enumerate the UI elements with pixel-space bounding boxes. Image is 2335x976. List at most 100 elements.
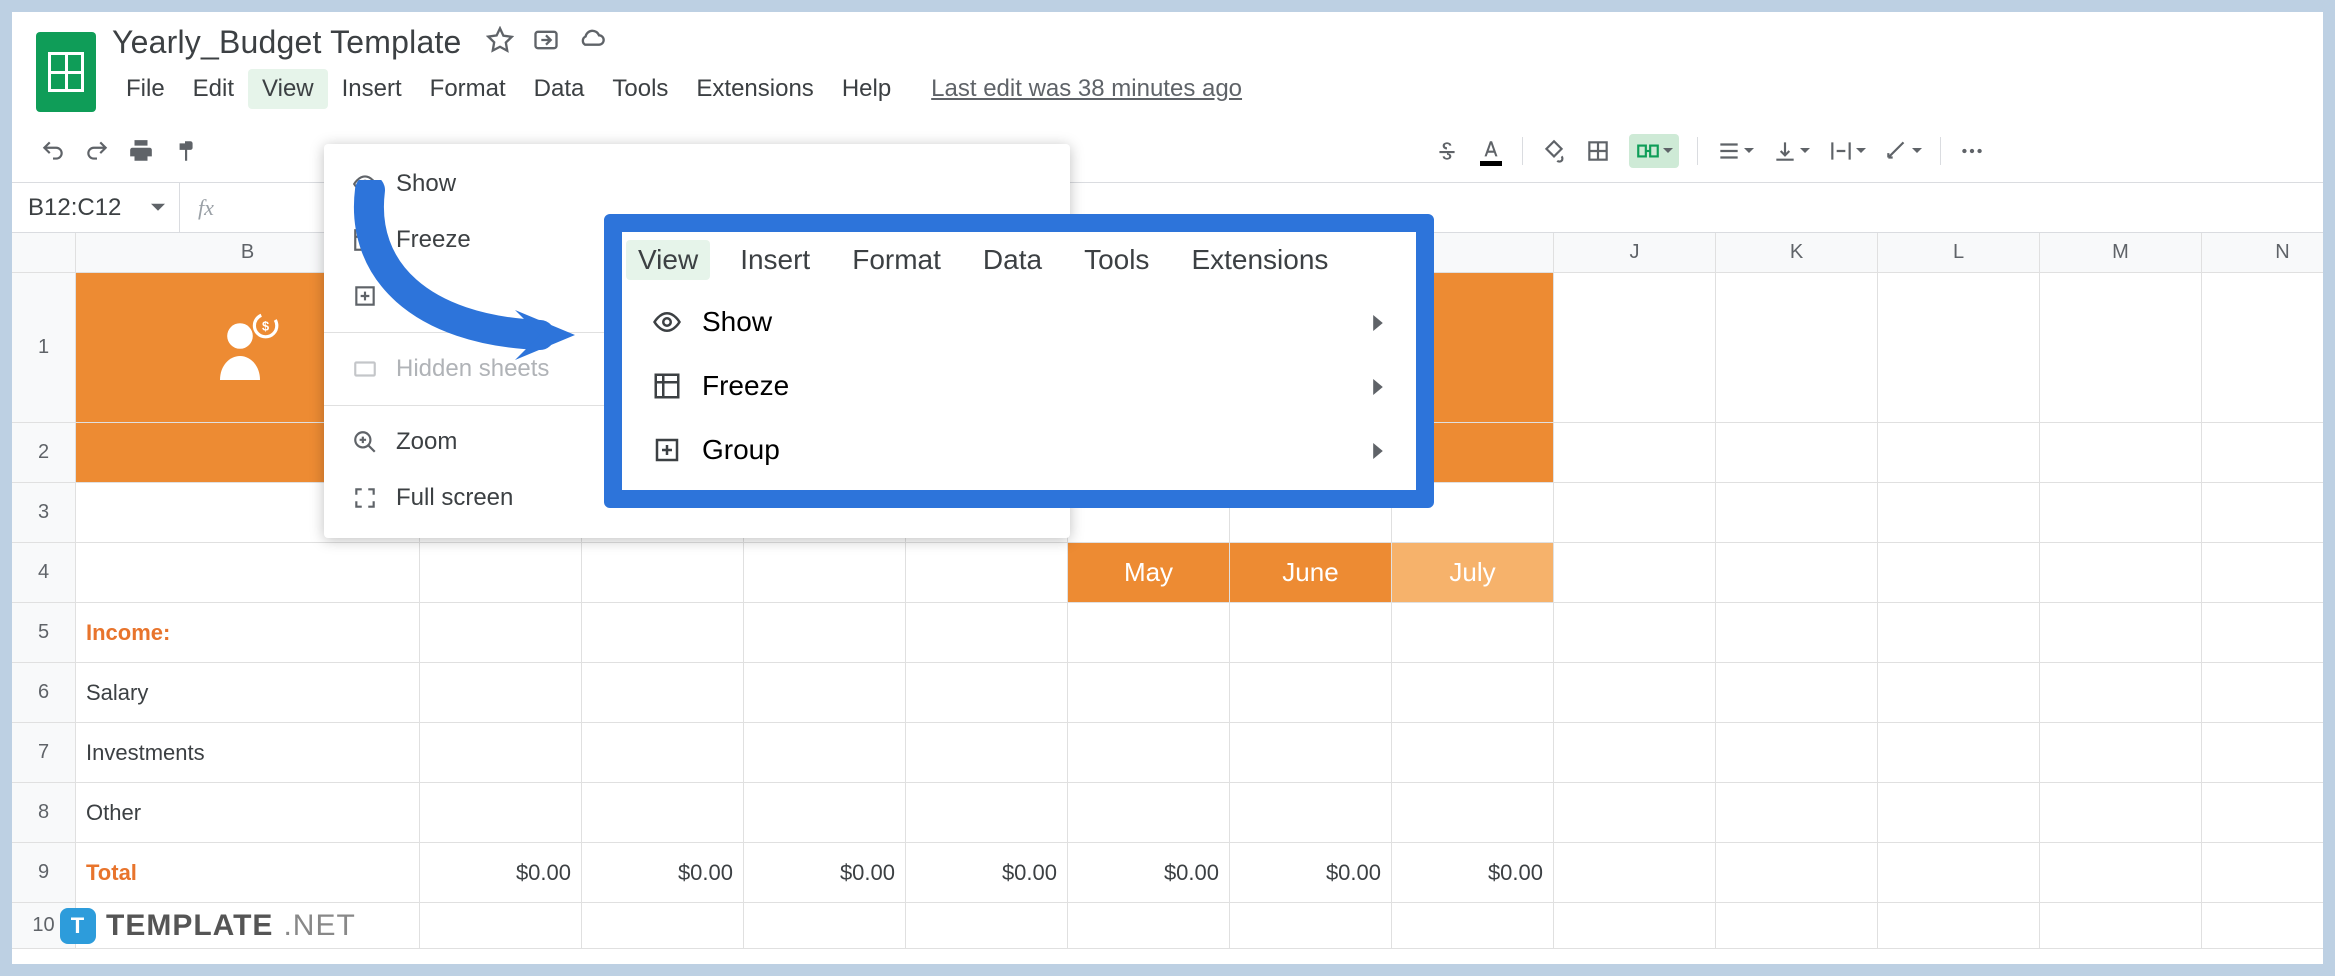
cell-july[interactable]: July (1392, 543, 1554, 603)
cell[interactable] (906, 783, 1068, 843)
cell[interactable] (1716, 603, 1878, 663)
cell[interactable] (1716, 543, 1878, 603)
cell[interactable] (1554, 723, 1716, 783)
cell[interactable] (2040, 543, 2202, 603)
cell[interactable] (2202, 783, 2323, 843)
cell-total-g[interactable]: $0.00 (1068, 843, 1230, 903)
cell-total-i[interactable]: $0.00 (1392, 843, 1554, 903)
callout-menu-data[interactable]: Data (971, 240, 1054, 280)
cell[interactable] (1554, 903, 1716, 949)
cell[interactable] (2040, 783, 2202, 843)
cell[interactable] (2202, 903, 2323, 949)
row-head-6[interactable]: 6 (12, 663, 76, 723)
cell[interactable] (1716, 723, 1878, 783)
cell[interactable] (1068, 603, 1230, 663)
cell[interactable] (582, 543, 744, 603)
cell[interactable] (2040, 723, 2202, 783)
cell-j1[interactable] (1554, 273, 1716, 423)
callout-menu-format[interactable]: Format (840, 240, 953, 280)
cell-june[interactable]: June (1230, 543, 1392, 603)
cell[interactable] (2040, 843, 2202, 903)
cell[interactable] (1878, 603, 2040, 663)
menu-tools[interactable]: Tools (598, 69, 682, 109)
sheets-logo[interactable] (36, 32, 96, 112)
col-head-m[interactable]: M (2040, 233, 2202, 273)
cell[interactable] (1716, 783, 1878, 843)
redo-button[interactable] (84, 138, 110, 164)
cell[interactable] (1716, 903, 1878, 949)
cell[interactable] (1878, 783, 2040, 843)
cell-n1[interactable] (2202, 273, 2323, 423)
cell[interactable] (2040, 483, 2202, 543)
cell-total-h[interactable]: $0.00 (1230, 843, 1392, 903)
cell[interactable] (582, 783, 744, 843)
more-button[interactable] (1959, 138, 1985, 164)
cell[interactable] (744, 603, 906, 663)
cell[interactable] (420, 543, 582, 603)
col-head-n[interactable]: N (2202, 233, 2323, 273)
menu-format[interactable]: Format (416, 69, 520, 109)
callout-freeze[interactable]: Freeze (622, 354, 1416, 418)
cell[interactable] (1230, 603, 1392, 663)
cell[interactable] (1554, 603, 1716, 663)
cell[interactable] (1554, 783, 1716, 843)
cell[interactable] (1068, 903, 1230, 949)
text-color-button[interactable] (1478, 138, 1504, 164)
cell[interactable] (1068, 723, 1230, 783)
cell-total-d[interactable]: $0.00 (582, 843, 744, 903)
cell-total-e[interactable]: $0.00 (744, 843, 906, 903)
cell[interactable] (420, 783, 582, 843)
cell[interactable] (1716, 423, 1878, 483)
cell[interactable] (420, 903, 582, 949)
cell[interactable] (1068, 663, 1230, 723)
cell[interactable] (2040, 903, 2202, 949)
cell[interactable] (1716, 663, 1878, 723)
name-box[interactable]: B12:C12 (12, 183, 180, 232)
cell[interactable] (2202, 723, 2323, 783)
cell-other[interactable]: Other (76, 783, 420, 843)
rotate-button[interactable] (1884, 138, 1922, 164)
cell[interactable] (420, 603, 582, 663)
cell[interactable] (1554, 423, 1716, 483)
cell[interactable] (1554, 843, 1716, 903)
cell-b4[interactable] (76, 543, 420, 603)
edit-status[interactable]: Last edit was 38 minutes ago (931, 75, 1242, 103)
cell[interactable] (2202, 483, 2323, 543)
cell[interactable] (582, 723, 744, 783)
cell[interactable] (1392, 663, 1554, 723)
row-head-5[interactable]: 5 (12, 603, 76, 663)
callout-show[interactable]: Show (622, 290, 1416, 354)
cell-l1[interactable] (1878, 273, 2040, 423)
v-align-button[interactable] (1772, 138, 1810, 164)
callout-menu-tools[interactable]: Tools (1072, 240, 1161, 280)
row-head-3[interactable]: 3 (12, 483, 76, 543)
cell[interactable] (1878, 903, 2040, 949)
menu-insert[interactable]: Insert (328, 69, 416, 109)
cell[interactable] (1230, 903, 1392, 949)
cell[interactable] (2202, 843, 2323, 903)
cell[interactable] (2202, 603, 2323, 663)
cell[interactable] (2040, 603, 2202, 663)
row-head-7[interactable]: 7 (12, 723, 76, 783)
cell-k1[interactable] (1716, 273, 1878, 423)
cell[interactable] (1554, 543, 1716, 603)
cell[interactable] (906, 903, 1068, 949)
wrap-button[interactable] (1828, 138, 1866, 164)
cell[interactable] (1230, 663, 1392, 723)
callout-menu-extensions[interactable]: Extensions (1179, 240, 1340, 280)
cell[interactable] (744, 543, 906, 603)
row-head-1[interactable]: 1 (12, 273, 76, 423)
cell[interactable] (1392, 723, 1554, 783)
undo-button[interactable] (40, 138, 66, 164)
merge-button[interactable] (1629, 134, 1679, 168)
cell[interactable] (2202, 543, 2323, 603)
row-head-4[interactable]: 4 (12, 543, 76, 603)
cell[interactable] (1392, 603, 1554, 663)
cell[interactable] (1878, 663, 2040, 723)
callout-menu-view[interactable]: View (626, 240, 710, 280)
menu-help[interactable]: Help (828, 69, 905, 109)
cell-total[interactable]: Total (76, 843, 420, 903)
cloud-icon[interactable] (578, 26, 606, 59)
menu-edit[interactable]: Edit (179, 69, 248, 109)
cell[interactable] (744, 903, 906, 949)
